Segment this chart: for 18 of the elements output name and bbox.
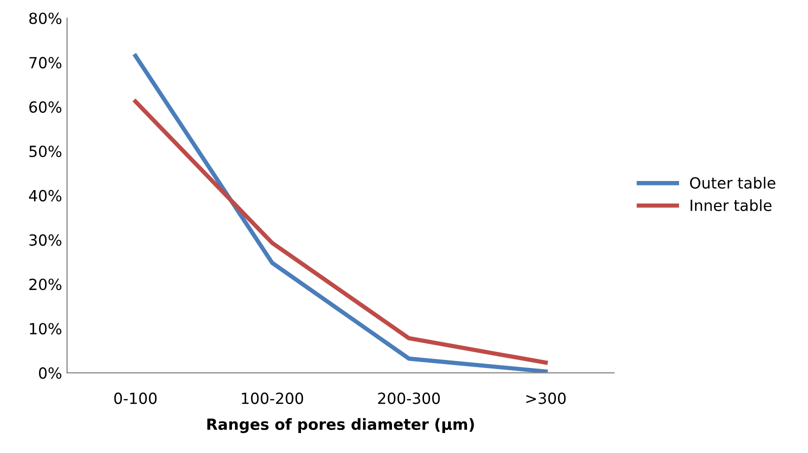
x-axis-title: Ranges of pores diameter (µm) [207, 418, 474, 434]
y-tick-label: 0% [38, 367, 62, 379]
y-tick-label: 40% [28, 190, 62, 202]
y-tick-label: 60% [29, 101, 62, 113]
x-tick-label: 0-100 [114, 392, 157, 404]
legend-label: Outer table [690, 176, 776, 189]
line-series [133, 54, 548, 373]
y-tick-label: 80% [29, 12, 62, 24]
y-tick-label: 70% [30, 56, 62, 68]
x-tick-label: 100-200 [242, 392, 304, 404]
y-tick-label: 10% [30, 322, 62, 335]
y-tick-label: 50% [29, 146, 62, 158]
legend-label: Inner table [690, 199, 772, 212]
y-tick-label: 20% [29, 278, 62, 290]
line-series [133, 99, 548, 365]
y-tick-label: 30% [29, 234, 62, 246]
x-tick-label: >300 [526, 392, 566, 404]
x-tick-label: 200-300 [378, 392, 440, 404]
